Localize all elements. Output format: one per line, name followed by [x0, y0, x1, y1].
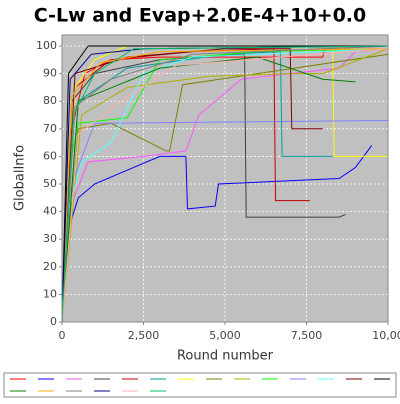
x-tick-label: 7,500 [291, 329, 323, 342]
series-line [61, 145, 373, 323]
y-tick-label: 80 [43, 94, 57, 107]
series-line [61, 45, 389, 323]
series-line [61, 48, 389, 323]
y-tick-label: 60 [43, 149, 57, 162]
x-tick-label: 0 [59, 329, 66, 342]
series-line [61, 45, 389, 323]
series-line [61, 45, 388, 323]
x-axis-label: Round number [177, 349, 274, 364]
y-axis-label: GlobalInfo [13, 145, 28, 211]
y-tick-label: 0 [50, 315, 57, 328]
series-line [61, 48, 389, 323]
y-tick-label: 10 [43, 287, 57, 300]
x-tick-label: 10,00 [372, 329, 400, 342]
series-line [61, 48, 389, 323]
series-line [61, 48, 389, 323]
y-tick-label: 90 [43, 67, 57, 80]
y-tick-label: 50 [43, 177, 57, 190]
y-tick-label: 40 [43, 205, 57, 218]
y-tick-label: 20 [43, 260, 57, 273]
y-tick-label: 30 [43, 232, 57, 245]
plot-border [61, 34, 389, 323]
y-tick-label: 70 [43, 122, 57, 135]
x-tick-label: 5,000 [209, 329, 241, 342]
y-tick-label: 100 [36, 39, 57, 52]
legend [3, 372, 397, 398]
x-tick-label: 2,500 [128, 329, 160, 342]
chart-title: C-Lw and Evap+2.0E-4+10+0.0 [34, 5, 367, 27]
